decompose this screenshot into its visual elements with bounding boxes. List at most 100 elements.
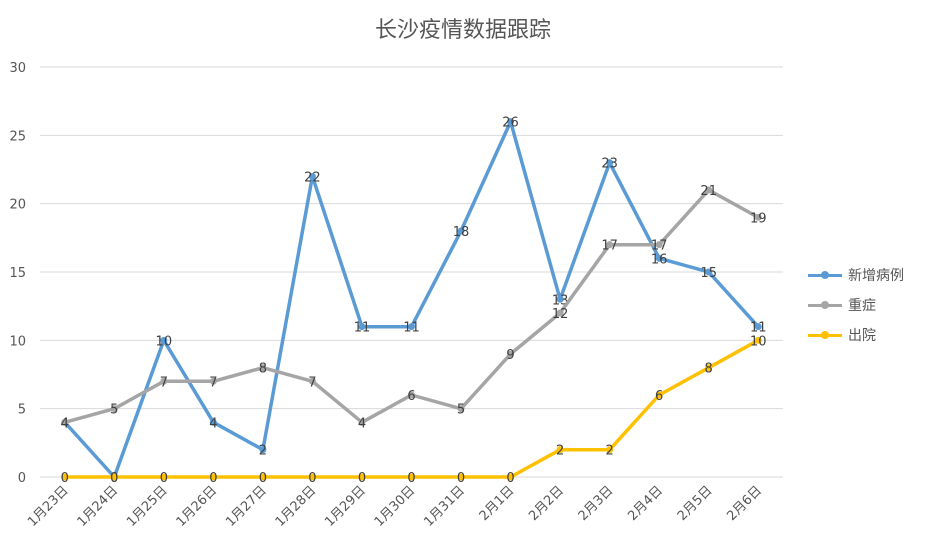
data-point [259, 473, 267, 481]
data-label: 2 [259, 444, 267, 459]
data-point [754, 336, 762, 344]
data-label: 11 [750, 321, 767, 336]
data-point [259, 364, 267, 372]
data-label: 22 [304, 170, 321, 185]
data-label: 9 [506, 348, 514, 363]
x-tick-label: 1月26日 [174, 483, 221, 530]
y-tick-label: 5 [18, 403, 26, 418]
legend-dot-marker [821, 271, 829, 279]
legend-label: 出院 [848, 328, 876, 344]
data-point [209, 473, 217, 481]
data-point [358, 473, 366, 481]
data-label: 0 [209, 471, 217, 486]
data-label: 4 [209, 416, 217, 431]
data-point [556, 446, 564, 454]
data-label: 11 [403, 321, 420, 336]
data-point [606, 446, 614, 454]
data-label: 2 [556, 444, 564, 459]
series-line-1 [63, 188, 760, 425]
data-label: 4 [61, 416, 69, 431]
data-label: 0 [308, 471, 316, 486]
data-label: 8 [259, 362, 267, 377]
data-point [754, 213, 762, 221]
data-point [507, 118, 515, 126]
legend-item: 重症 [808, 290, 904, 320]
data-label: 16 [651, 252, 668, 267]
data-point [160, 336, 168, 344]
data-label: 0 [61, 471, 69, 486]
data-label: 2 [605, 444, 613, 459]
data-point [556, 309, 564, 317]
data-point [308, 172, 316, 180]
data-point [209, 377, 217, 385]
data-label: 4 [358, 416, 366, 431]
data-point [754, 323, 762, 331]
data-label: 10 [156, 334, 173, 349]
x-tick-label: 1月25日 [124, 483, 171, 530]
data-label: 0 [358, 471, 366, 486]
x-tick-label: 1月23日 [25, 483, 72, 530]
legend-label: 重症 [848, 298, 876, 314]
data-label: 23 [601, 157, 618, 172]
y-tick-label: 0 [18, 471, 26, 486]
data-label: 26 [502, 116, 519, 131]
data-label: 0 [259, 471, 267, 486]
data-point [408, 323, 415, 331]
data-label: 7 [209, 375, 217, 390]
x-tick-label: 1月28日 [273, 483, 320, 530]
data-point [606, 159, 614, 167]
data-point [457, 227, 465, 235]
legend-dot-marker [821, 301, 829, 309]
y-tick-label: 30 [9, 61, 26, 76]
data-label: 0 [407, 471, 415, 486]
legend-item: 新增病例 [808, 260, 904, 290]
y-tick-label: 15 [9, 266, 26, 281]
x-tick-label: 2月3日 [576, 483, 617, 524]
data-label: 21 [700, 184, 717, 199]
data-point [308, 377, 316, 385]
data-point [457, 405, 465, 413]
legend-label: 新增病例 [848, 268, 904, 284]
data-point [358, 323, 366, 331]
x-tick-label: 2月2日 [526, 483, 567, 524]
data-label: 8 [705, 362, 713, 377]
data-label: 0 [457, 471, 465, 486]
data-point [61, 418, 69, 426]
data-label: 0 [506, 471, 514, 486]
x-tick-label: 2月1日 [477, 483, 518, 524]
x-tick-label: 2月5日 [675, 483, 716, 524]
data-point [705, 268, 713, 276]
x-tick-label: 1月30日 [372, 483, 419, 530]
data-point [408, 473, 415, 481]
data-point [408, 391, 415, 399]
data-point [507, 350, 515, 358]
data-label: 6 [655, 389, 663, 404]
chart-legend: 新增病例 重症 出院 [808, 260, 904, 350]
legend-dot-marker [821, 331, 829, 339]
data-point [160, 377, 168, 385]
data-label: 5 [457, 403, 465, 418]
data-label: 17 [601, 239, 618, 254]
data-label: 10 [750, 334, 767, 349]
data-point [655, 391, 663, 399]
legend-swatch [808, 268, 842, 282]
chart-title: 长沙疫情数据跟踪 [374, 18, 551, 43]
data-label: 18 [453, 225, 470, 240]
legend-swatch [808, 328, 842, 342]
data-point [655, 254, 663, 262]
data-point [457, 473, 465, 481]
data-point [655, 241, 663, 249]
data-label: 5 [110, 403, 118, 418]
x-tick-label: 1月31日 [421, 483, 468, 530]
data-label: 19 [750, 211, 767, 226]
legend-item: 出院 [808, 320, 904, 350]
data-point [209, 418, 217, 426]
x-tick-label: 1月29日 [322, 483, 369, 530]
data-label: 12 [552, 307, 569, 322]
y-tick-label: 25 [9, 129, 26, 144]
data-label: 7 [160, 375, 168, 390]
data-label: 17 [651, 239, 668, 254]
x-tick-label: 2月6日 [724, 483, 765, 524]
